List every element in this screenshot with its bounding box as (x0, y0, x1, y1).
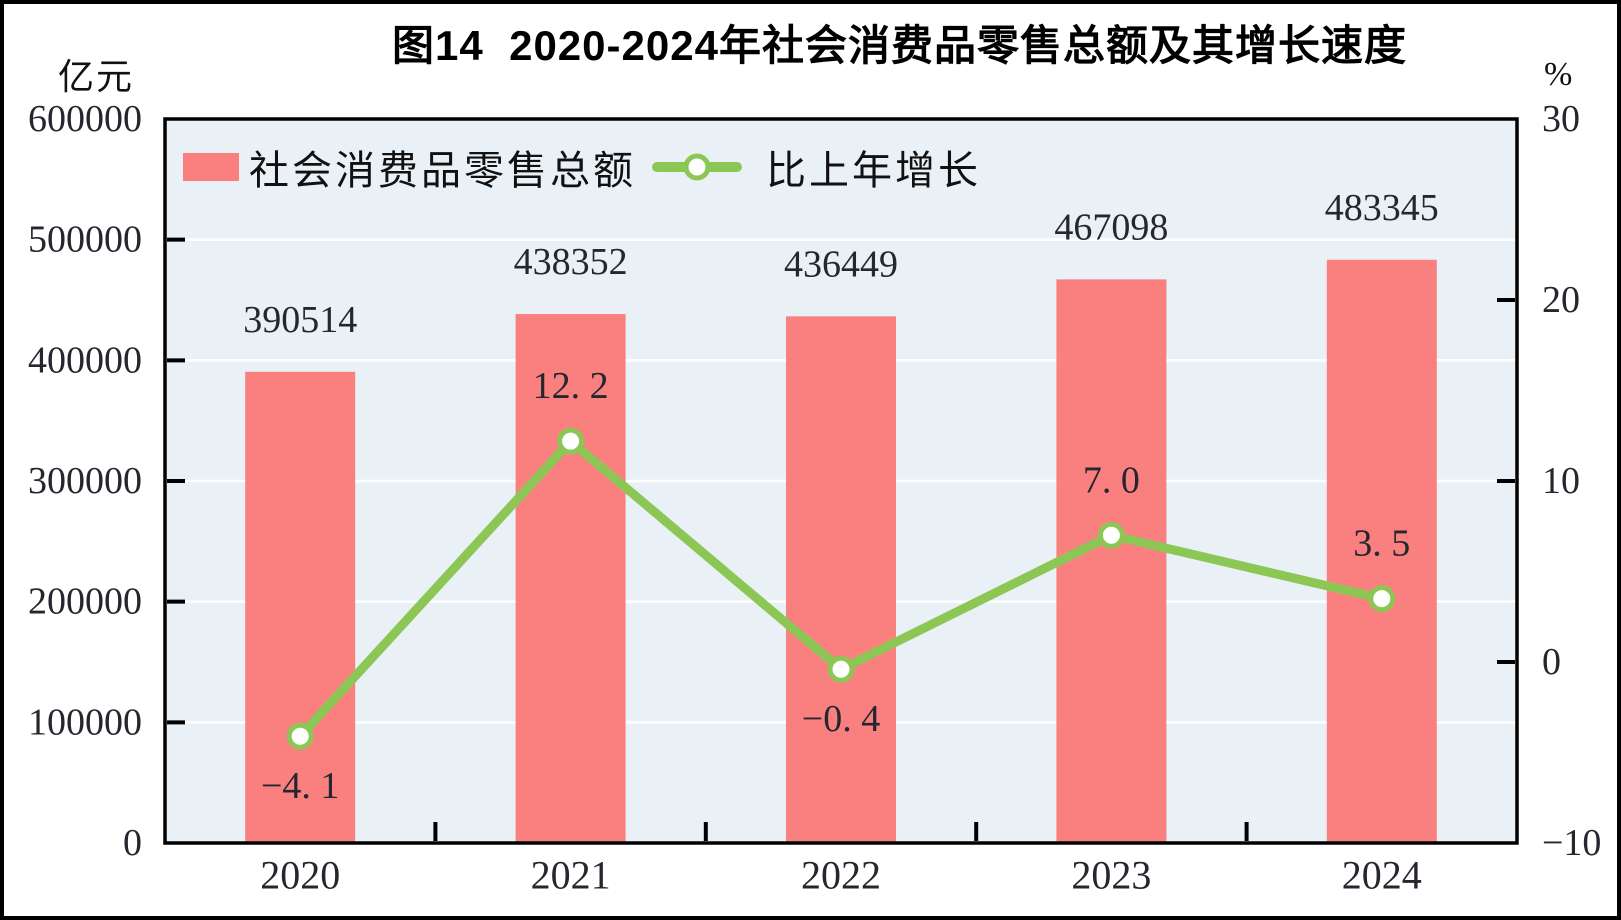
left-axis-tick-label: 500000 (28, 219, 142, 261)
right-axis-tick-label: −10 (1542, 822, 1601, 864)
x-axis-label: 2022 (801, 853, 881, 898)
line-value-label: 7. 0 (1083, 459, 1140, 501)
x-axis-label: 2021 (531, 853, 611, 898)
right-axis-unit-label: % (1544, 56, 1573, 93)
line-value-label: 12. 2 (533, 365, 609, 407)
bar-2024 (1326, 259, 1437, 844)
line-point-2023 (1097, 521, 1125, 549)
line-value-label: 3. 5 (1353, 523, 1410, 565)
left-axis-tick-label: 400000 (28, 339, 142, 381)
line-point-2021 (557, 427, 585, 455)
bar-value-label: 438352 (514, 241, 628, 283)
bar-value-label: 483345 (1325, 187, 1439, 229)
bar-value-label: 436449 (784, 243, 898, 285)
bar-2020 (245, 371, 356, 843)
line-point-2024 (1368, 585, 1396, 613)
line-value-label: −4. 1 (261, 765, 339, 807)
right-axis-tick-label: 20 (1542, 279, 1580, 321)
line-point-2022 (827, 655, 855, 683)
bar-value-label: 390514 (243, 299, 357, 341)
right-axis-tick-label: 0 (1542, 641, 1561, 683)
line-point-2020 (286, 722, 314, 750)
right-axis-tick-label: 10 (1542, 460, 1580, 502)
plot-frame (163, 117, 1519, 845)
left-axis-unit-label: 亿元 (58, 56, 135, 97)
left-axis-tick-label: 300000 (28, 460, 142, 502)
left-axis-tick-label: 100000 (28, 701, 142, 743)
bar-2021 (515, 314, 626, 843)
x-axis-label: 2020 (260, 853, 340, 898)
bar-2022 (786, 316, 896, 843)
right-axis-tick-label: 30 (1542, 98, 1580, 140)
line-value-label: −0. 4 (802, 698, 880, 740)
bar-value-label: 467098 (1054, 206, 1168, 248)
chart-title: 图14 2020-2024年社会消费品零售总额及其增长速度 (392, 22, 1407, 69)
x-axis-label: 2023 (1071, 853, 1151, 898)
bar-2023 (1056, 279, 1167, 843)
left-axis-tick-label: 600000 (28, 98, 142, 140)
left-axis-tick-label: 0 (123, 822, 142, 864)
x-axis-label: 2024 (1342, 853, 1422, 898)
left-axis-tick-label: 200000 (28, 581, 142, 623)
